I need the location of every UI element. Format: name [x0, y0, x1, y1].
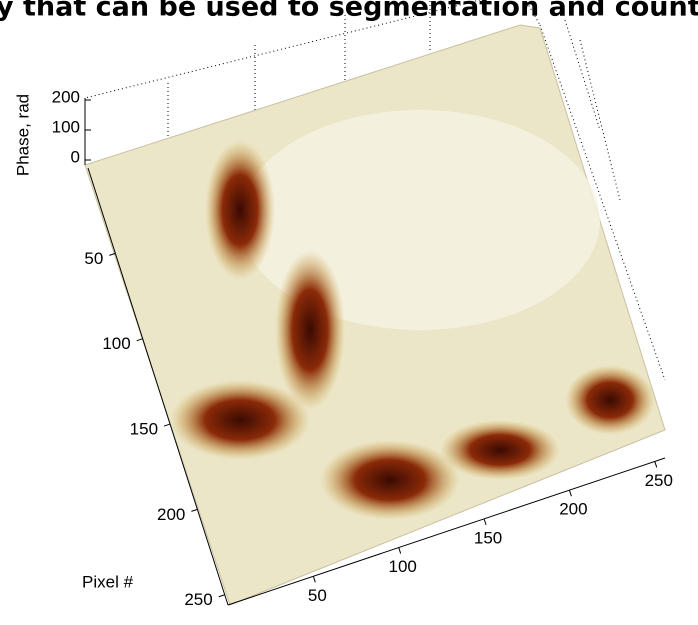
y-tick: [137, 339, 143, 341]
y-tick-label: 250: [184, 590, 212, 609]
x-tick: [484, 519, 486, 525]
y-tick-label: 50: [84, 249, 103, 268]
chart: y that can be used to segmentation and c…: [0, 0, 698, 625]
y-tick-label: 100: [102, 334, 130, 353]
y-tick: [164, 424, 170, 426]
x-tick-label: 200: [559, 500, 587, 519]
x-tick-label: 250: [645, 471, 673, 490]
y-tick: [191, 509, 197, 511]
y-axis-label: Pixel #: [82, 572, 134, 591]
z-tick-label: 100: [52, 117, 80, 136]
chart-title: y that can be used to segmentation and c…: [0, 0, 698, 23]
x-tick: [569, 490, 571, 496]
x-tick: [399, 548, 401, 554]
x-tick-label: 50: [308, 586, 327, 605]
y-tick: [219, 595, 225, 597]
y-tick-label: 150: [130, 420, 158, 439]
z-tick-label: 200: [52, 87, 80, 106]
y-tick-label: 200: [157, 505, 185, 524]
x-tick-label: 150: [474, 528, 502, 547]
x-tick: [313, 576, 315, 582]
x-tick: [655, 461, 657, 467]
x-tick-label: 100: [389, 557, 417, 576]
z-tick-label: 0: [71, 147, 80, 166]
z-axis-label: Phase, rad: [13, 94, 32, 176]
